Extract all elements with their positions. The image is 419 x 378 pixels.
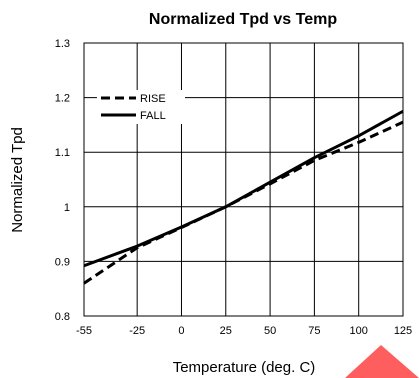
corner-decoration	[345, 345, 419, 378]
x-tick-label: 25	[220, 325, 232, 337]
chart-title: Normalized Tpd vs Temp	[149, 11, 337, 28]
y-axis-ticks: 0.8 0.9 1 1.1 1.2 1.3	[55, 38, 70, 323]
x-tick-label: 75	[308, 325, 320, 337]
y-tick-label: 1.3	[55, 38, 70, 50]
series-group	[83, 109, 404, 285]
plot-frame	[83, 42, 404, 317]
legend-label-rise: RISE	[140, 93, 166, 105]
x-tick-label: 125	[394, 325, 412, 337]
y-tick-label: 1.1	[55, 147, 70, 159]
y-tick-label: 1	[64, 202, 70, 214]
x-axis-label: Temperature (deg. C)	[173, 359, 316, 376]
series-line-rise	[83, 120, 404, 285]
grid-lines	[83, 42, 404, 317]
y-axis-label: Normalized Tpd	[9, 127, 26, 233]
x-tick-label: 0	[178, 325, 184, 337]
y-tick-label: 1.2	[55, 93, 70, 105]
legend-background	[97, 90, 185, 124]
legend: RISE FALL	[97, 90, 185, 124]
x-axis-ticks: -55 -25 0 25 50 75 100 125	[76, 325, 412, 337]
x-tick-label: 50	[264, 325, 276, 337]
x-tick-label: 100	[350, 325, 368, 337]
legend-label-fall: FALL	[140, 110, 166, 122]
series-line-fall	[83, 109, 404, 268]
x-tick-label: -55	[76, 325, 92, 337]
y-tick-label: 0.8	[55, 311, 70, 323]
x-tick-label: -25	[129, 325, 145, 337]
y-tick-label: 0.9	[55, 256, 70, 268]
